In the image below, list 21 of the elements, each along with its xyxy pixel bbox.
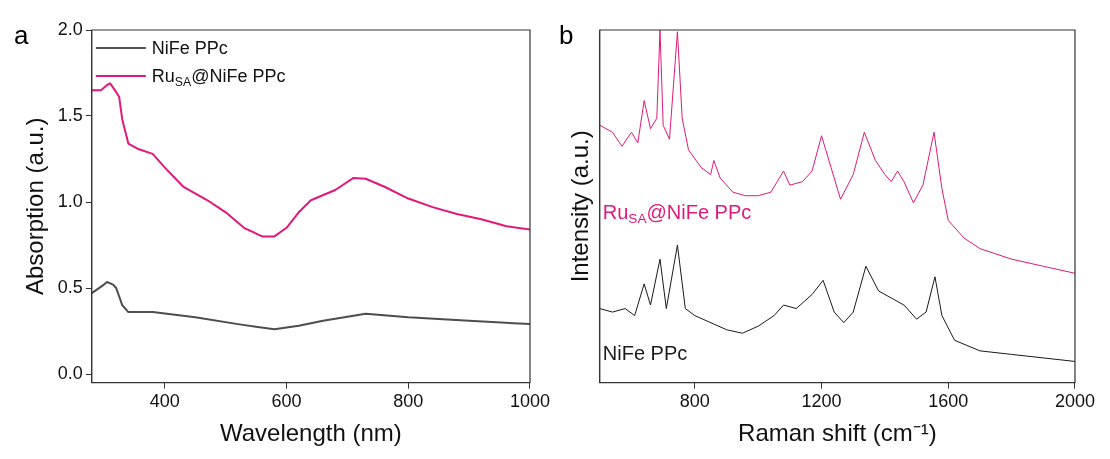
y-axis-title: Absorption (a.u.) <box>21 117 49 296</box>
x-tick-label: 1000 <box>509 391 550 412</box>
y-tick-label: 1.0 <box>57 190 83 211</box>
x-tick-label: 800 <box>393 391 424 412</box>
x-tick-label: 1200 <box>801 391 842 412</box>
chart-title: a <box>14 20 29 50</box>
series-label: NiFe PPc <box>602 341 688 364</box>
y-tick-label: 2.0 <box>57 18 83 39</box>
x-axis-title: Wavelength (nm) <box>219 419 402 447</box>
y-tick-label: 0.0 <box>57 362 83 383</box>
y-tick-label: 0.5 <box>57 276 83 297</box>
y-tick-label: 1.5 <box>57 104 83 125</box>
x-axis-title: Raman shift (cm⁻¹) <box>738 419 937 447</box>
x-tick-label: 1600 <box>928 391 969 412</box>
x-tick-label: 800 <box>679 391 710 412</box>
y-axis-title: Intensity (a.u.) <box>566 130 594 283</box>
legend-label: NiFe PPc <box>151 38 228 58</box>
x-tick-label: 400 <box>149 391 180 412</box>
x-tick-label: 600 <box>271 391 302 412</box>
chart-title: b <box>559 20 574 50</box>
x-tick-label: 2000 <box>1054 391 1095 412</box>
